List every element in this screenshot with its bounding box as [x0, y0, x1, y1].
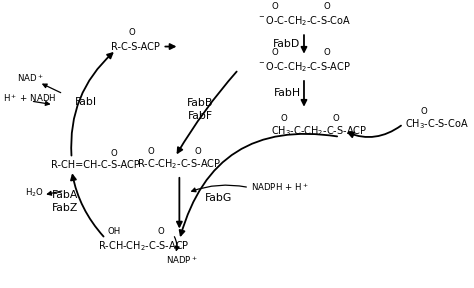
Text: H$_2$O: H$_2$O	[26, 186, 45, 199]
Text: FabH: FabH	[273, 88, 301, 98]
Text: FabA
FabZ: FabA FabZ	[52, 190, 79, 213]
Text: O: O	[324, 48, 330, 57]
Text: O: O	[110, 149, 117, 158]
Text: NADP$^+$: NADP$^+$	[165, 254, 198, 266]
Text: $^-$O-C-CH$_2$-C-S-CoA: $^-$O-C-CH$_2$-C-S-CoA	[257, 14, 351, 28]
Text: R-C-S-ACP: R-C-S-ACP	[110, 41, 159, 52]
Text: R-CH-CH$_2$-C-S-ACP: R-CH-CH$_2$-C-S-ACP	[98, 239, 189, 253]
Text: $^-$O-C-CH$_2$-C-S-ACP: $^-$O-C-CH$_2$-C-S-ACP	[257, 60, 351, 73]
Text: CH$_3$-C-S-CoA: CH$_3$-C-S-CoA	[405, 117, 469, 131]
Text: OH: OH	[107, 228, 120, 236]
Text: O: O	[128, 28, 135, 37]
Text: R-C-CH$_2$-C-S-ACP: R-C-CH$_2$-C-S-ACP	[137, 157, 221, 171]
Text: O: O	[324, 3, 330, 12]
Text: FabG: FabG	[205, 194, 232, 203]
Text: CH$_3$-C-CH$_2$-C-S-ACP: CH$_3$-C-CH$_2$-C-S-ACP	[271, 124, 367, 138]
Text: NADPH + H$^+$: NADPH + H$^+$	[251, 181, 309, 193]
Text: O: O	[147, 147, 154, 156]
Text: R-CH=CH-C-S-ACP: R-CH=CH-C-S-ACP	[51, 160, 139, 170]
Text: O: O	[272, 3, 279, 12]
Text: FabB
FabF: FabB FabF	[187, 98, 213, 121]
Text: NAD$^+$: NAD$^+$	[18, 72, 44, 84]
Text: O: O	[194, 147, 201, 156]
Text: O: O	[332, 114, 339, 123]
Text: FabI: FabI	[74, 97, 97, 107]
Text: O: O	[272, 48, 279, 57]
Text: O: O	[420, 107, 427, 116]
Text: O: O	[280, 114, 287, 123]
Text: H$^+$ + NADH: H$^+$ + NADH	[3, 92, 56, 104]
Text: FabD: FabD	[273, 39, 301, 49]
Text: O: O	[158, 228, 164, 236]
